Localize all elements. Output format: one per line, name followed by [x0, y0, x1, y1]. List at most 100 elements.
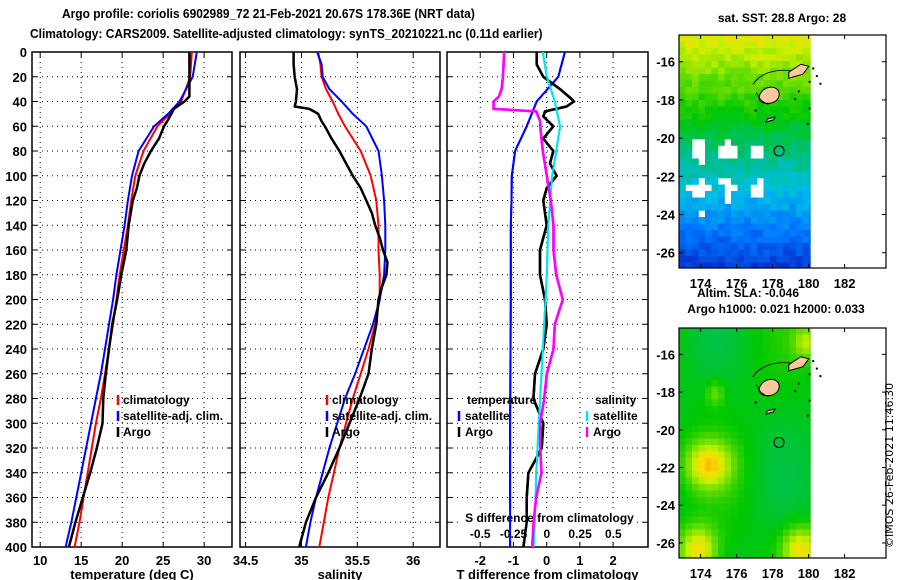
map-cell	[692, 48, 699, 55]
map-cell	[724, 425, 732, 433]
map-cell	[737, 61, 745, 68]
map-cell	[731, 399, 738, 407]
map-cell	[685, 152, 693, 159]
map-cell	[750, 223, 758, 231]
small-island	[808, 80, 811, 83]
title-line-2: Climatology: CARS2009. Satellite-adjuste…	[30, 26, 543, 41]
map-cell	[802, 119, 810, 127]
map-cell	[763, 354, 771, 361]
map-cell	[698, 126, 706, 133]
map-cell	[711, 262, 719, 269]
map-cell	[737, 230, 745, 237]
map-cell	[802, 432, 810, 439]
map-cell	[789, 503, 797, 511]
map-cell	[783, 542, 790, 550]
map-cell	[737, 236, 745, 244]
map-cell	[796, 412, 803, 420]
map-cell	[750, 490, 758, 498]
map-cell	[705, 204, 712, 211]
map-cell	[763, 191, 771, 198]
map-cell	[796, 542, 803, 550]
map-cell	[776, 464, 784, 472]
map-cell	[763, 113, 771, 120]
map-cell	[796, 471, 803, 478]
map-cell	[802, 61, 810, 68]
map-cell	[698, 249, 706, 257]
map-cell	[705, 458, 712, 465]
map-cell	[770, 191, 777, 198]
map-cell	[744, 139, 751, 146]
small-island	[754, 401, 757, 404]
map-cell	[802, 471, 810, 478]
map-cell	[802, 139, 810, 146]
map-cell	[763, 536, 771, 543]
map-cell	[776, 445, 784, 452]
map-cell	[750, 406, 758, 413]
map-cell	[718, 80, 725, 88]
map-cell	[731, 432, 738, 439]
map-cell	[802, 399, 810, 407]
map-cell	[744, 523, 751, 530]
map-cell	[705, 61, 712, 68]
map-cell	[763, 510, 771, 517]
map-cell	[770, 80, 777, 88]
map-cell	[685, 419, 693, 426]
map-cell	[692, 451, 699, 459]
map-cell	[692, 445, 699, 452]
map-cell	[744, 412, 751, 420]
map-cell	[776, 41, 784, 49]
map-cell	[809, 93, 811, 101]
map-cell	[809, 360, 811, 368]
map-cell	[737, 425, 745, 433]
map-cell	[757, 119, 764, 127]
map-cell	[757, 54, 764, 62]
map-frame	[678, 34, 887, 269]
map-cell	[731, 223, 738, 231]
map-cell	[789, 165, 797, 172]
map-cell	[809, 119, 811, 127]
map-cell	[737, 191, 745, 198]
map-cell	[750, 67, 758, 75]
island-viti-levu	[758, 86, 780, 104]
map-cell	[718, 61, 725, 68]
map-cell	[744, 438, 751, 446]
map-cell	[770, 113, 777, 120]
series-line-argo	[292, 52, 389, 548]
map-cell	[679, 542, 686, 550]
map-cell	[718, 386, 725, 394]
map-subtitle: Argo h1000: 0.021 h2000: 0.033	[687, 302, 865, 316]
map-cell	[750, 399, 758, 407]
map-cell	[724, 386, 732, 394]
map-cell	[685, 230, 693, 237]
map-cell	[770, 119, 777, 127]
map-cell	[789, 419, 797, 426]
reef-outline	[752, 362, 791, 378]
map-cell	[770, 445, 777, 452]
map-cell	[718, 165, 725, 172]
map-cell	[744, 360, 751, 368]
map-cell	[711, 74, 719, 81]
map-y-tick-label: -24	[656, 498, 676, 513]
map-cell	[776, 178, 784, 185]
map-cell	[802, 503, 810, 511]
map-cell	[802, 516, 810, 524]
map-cell	[724, 373, 732, 381]
map-cell	[692, 178, 699, 185]
map-cell	[724, 477, 732, 485]
map-cell	[776, 490, 784, 498]
map-cell	[737, 178, 745, 185]
map-cell	[685, 119, 693, 127]
map-cell	[718, 171, 725, 179]
map-cell	[692, 334, 699, 342]
map-cell	[718, 399, 725, 407]
map-cell	[757, 367, 764, 374]
y-tick-label: 60	[13, 119, 27, 134]
map-cell	[757, 132, 764, 140]
map-cell	[770, 367, 777, 374]
map-cell	[705, 464, 712, 472]
legend-label: Argo	[332, 425, 360, 439]
map-cell	[744, 223, 751, 231]
map-cell	[718, 158, 725, 166]
map-cell	[757, 243, 764, 250]
map-cell	[737, 354, 745, 361]
